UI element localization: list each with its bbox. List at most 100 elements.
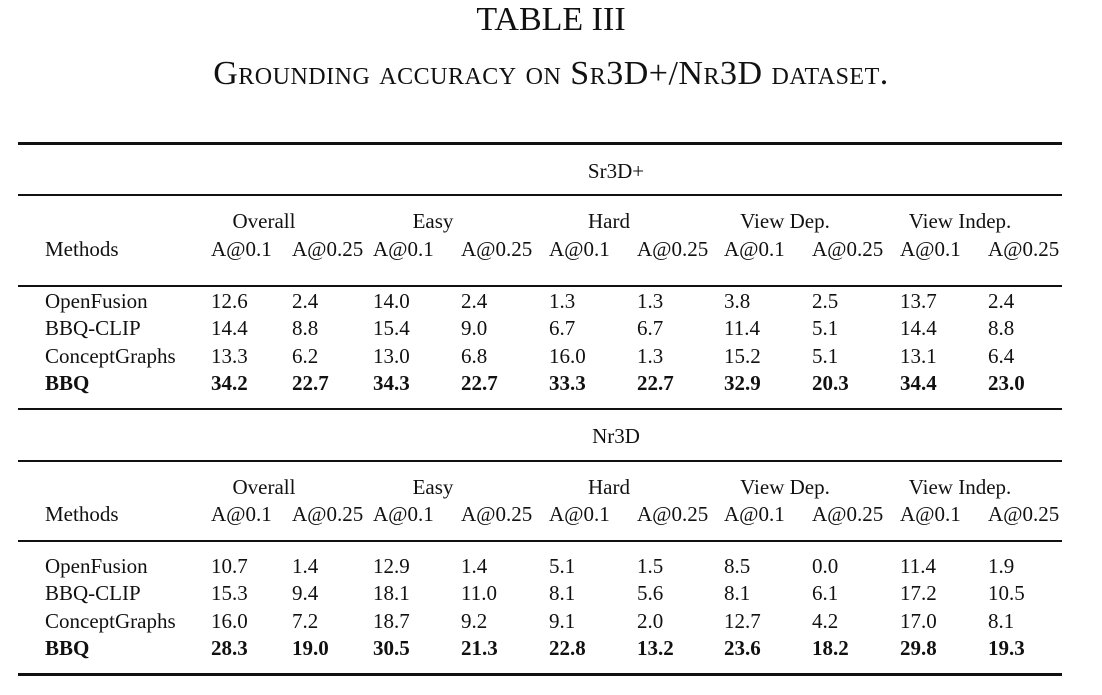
table-cell: 1.4 bbox=[461, 554, 488, 578]
table-number: TABLE III bbox=[476, 1, 626, 38]
section-header: Nr3D bbox=[0, 423, 1102, 449]
table-cell: 22.8 bbox=[549, 636, 586, 660]
metric-header: A@0.25 bbox=[812, 237, 884, 261]
metric-header: A@0.25 bbox=[812, 502, 884, 526]
table-cell: 10.7 bbox=[211, 554, 248, 578]
table-cell: 1.4 bbox=[292, 554, 319, 578]
table-cell: 2.5 bbox=[812, 289, 839, 313]
table-cell: 14.4 bbox=[900, 316, 937, 340]
group-header: Hard bbox=[588, 475, 630, 499]
table-cell: 22.7 bbox=[461, 371, 498, 395]
section-header: Sr3D+ bbox=[0, 158, 1102, 184]
metric-header: A@0.1 bbox=[373, 237, 434, 261]
table-row: BBQ-CLIP 14.4 8.8 15.4 9.0 6.7 6.7 11.4 5.1 14.4 8… bbox=[0, 315, 1102, 341]
group-header: Overall bbox=[232, 209, 296, 233]
table-cell: 5.1 bbox=[549, 554, 576, 578]
metric-header: A@0.1 bbox=[211, 502, 272, 526]
metric-header: A@0.25 bbox=[461, 237, 533, 261]
table-row: BBQ-CLIP 15.3 9.4 18.1 11.0 8.1 5.6 8.1 6.1 17.2 1… bbox=[0, 580, 1102, 606]
methods-header: Methods bbox=[45, 237, 119, 261]
table-cell: 1.3 bbox=[549, 289, 576, 313]
table-cell: 5.6 bbox=[637, 581, 664, 605]
table-cell: 19.0 bbox=[292, 636, 329, 660]
group-header: View Indep. bbox=[908, 209, 1012, 233]
header-rule bbox=[18, 285, 1062, 287]
table-cell: 8.8 bbox=[292, 316, 319, 340]
table-cell: 11.4 bbox=[900, 554, 936, 578]
table-cell: 8.1 bbox=[724, 581, 751, 605]
table-cell: 23.0 bbox=[988, 371, 1025, 395]
table-caption: Grounding accuracy on Sr3D+/Nr3D dataset… bbox=[213, 55, 889, 92]
table-cell: 34.2 bbox=[211, 371, 248, 395]
table-cell: 23.6 bbox=[724, 636, 761, 660]
metric-header: A@0.25 bbox=[292, 237, 364, 261]
table-cell: 14.0 bbox=[373, 289, 410, 313]
metric-header: A@0.25 bbox=[292, 502, 364, 526]
table-cell: 33.3 bbox=[549, 371, 586, 395]
table-cell: 9.1 bbox=[549, 609, 576, 633]
metric-header: A@0.25 bbox=[988, 502, 1060, 526]
table-cell: 17.2 bbox=[900, 581, 937, 605]
table-cell: 13.3 bbox=[211, 344, 248, 368]
table-cell: 34.3 bbox=[373, 371, 410, 395]
bottom-rule bbox=[18, 673, 1062, 676]
table-cell: 11.4 bbox=[724, 316, 760, 340]
table-cell: 2.0 bbox=[637, 609, 664, 633]
table-cell: 32.9 bbox=[724, 371, 761, 395]
table-cell: 18.1 bbox=[373, 581, 410, 605]
table-cell: 2.4 bbox=[461, 289, 488, 313]
table-cell: 15.2 bbox=[724, 344, 761, 368]
table-cell: 13.1 bbox=[900, 344, 937, 368]
table-cell: 29.8 bbox=[900, 636, 937, 660]
metric-header-row: Methods A@0.1 A@0.25 A@0.1 A@0.25 A@0.1 A@0.25… bbox=[0, 501, 1102, 527]
table-cell: 30.5 bbox=[373, 636, 410, 660]
metric-header: A@0.25 bbox=[988, 237, 1060, 261]
table-cell: 10.5 bbox=[988, 581, 1025, 605]
table-cell: 18.2 bbox=[812, 636, 849, 660]
table-cell: 13.2 bbox=[637, 636, 674, 660]
metric-header: A@0.1 bbox=[211, 237, 272, 261]
table-cell: 4.2 bbox=[812, 609, 839, 633]
table-cell: 6.4 bbox=[988, 344, 1015, 368]
metric-header: A@0.1 bbox=[549, 502, 610, 526]
table-cell: 6.2 bbox=[292, 344, 319, 368]
table-cell: 17.0 bbox=[900, 609, 937, 633]
table-cell: 18.7 bbox=[373, 609, 410, 633]
table-cell: 13.0 bbox=[373, 344, 410, 368]
header-rule bbox=[18, 540, 1062, 542]
table-cell: 19.3 bbox=[988, 636, 1025, 660]
method-name: ConceptGraphs bbox=[45, 344, 176, 368]
group-header: Overall bbox=[232, 475, 296, 499]
table-cell: 15.4 bbox=[373, 316, 410, 340]
table-cell: 9.4 bbox=[292, 581, 319, 605]
metric-header: A@0.1 bbox=[724, 237, 785, 261]
methods-header: Methods bbox=[45, 502, 119, 526]
method-name: BBQ-CLIP bbox=[45, 581, 141, 605]
metric-header: A@0.1 bbox=[549, 237, 610, 261]
table-cell: 8.1 bbox=[549, 581, 576, 605]
section-title: Sr3D+ bbox=[587, 159, 645, 183]
table-cell: 5.1 bbox=[812, 316, 839, 340]
section-rule bbox=[18, 194, 1062, 196]
metric-header: A@0.1 bbox=[373, 502, 434, 526]
table-cell: 16.0 bbox=[549, 344, 586, 368]
table-cell: 5.1 bbox=[812, 344, 839, 368]
method-name: BBQ bbox=[45, 371, 90, 395]
table-cell: 8.8 bbox=[988, 316, 1015, 340]
table-cell: 14.4 bbox=[211, 316, 248, 340]
table-cell: 2.4 bbox=[988, 289, 1015, 313]
section-rule bbox=[18, 460, 1062, 462]
table-cell: 6.7 bbox=[549, 316, 576, 340]
table-cell: 1.5 bbox=[637, 554, 664, 578]
method-name: ConceptGraphs bbox=[45, 609, 176, 633]
group-header-row: Overall Easy Hard View Dep. View Indep. bbox=[0, 208, 1102, 234]
table-cell: 8.1 bbox=[988, 609, 1015, 633]
table-cell: 6.1 bbox=[812, 581, 839, 605]
table-cell: 12.9 bbox=[373, 554, 410, 578]
table-cell: 8.5 bbox=[724, 554, 751, 578]
metric-header-row: Methods A@0.1 A@0.25 A@0.1 A@0.25 A@0.1 A@0.25… bbox=[0, 236, 1102, 262]
table-cell: 6.8 bbox=[461, 344, 488, 368]
method-name: OpenFusion bbox=[45, 289, 148, 313]
group-header: Easy bbox=[412, 209, 454, 233]
table-cell: 6.7 bbox=[637, 316, 664, 340]
